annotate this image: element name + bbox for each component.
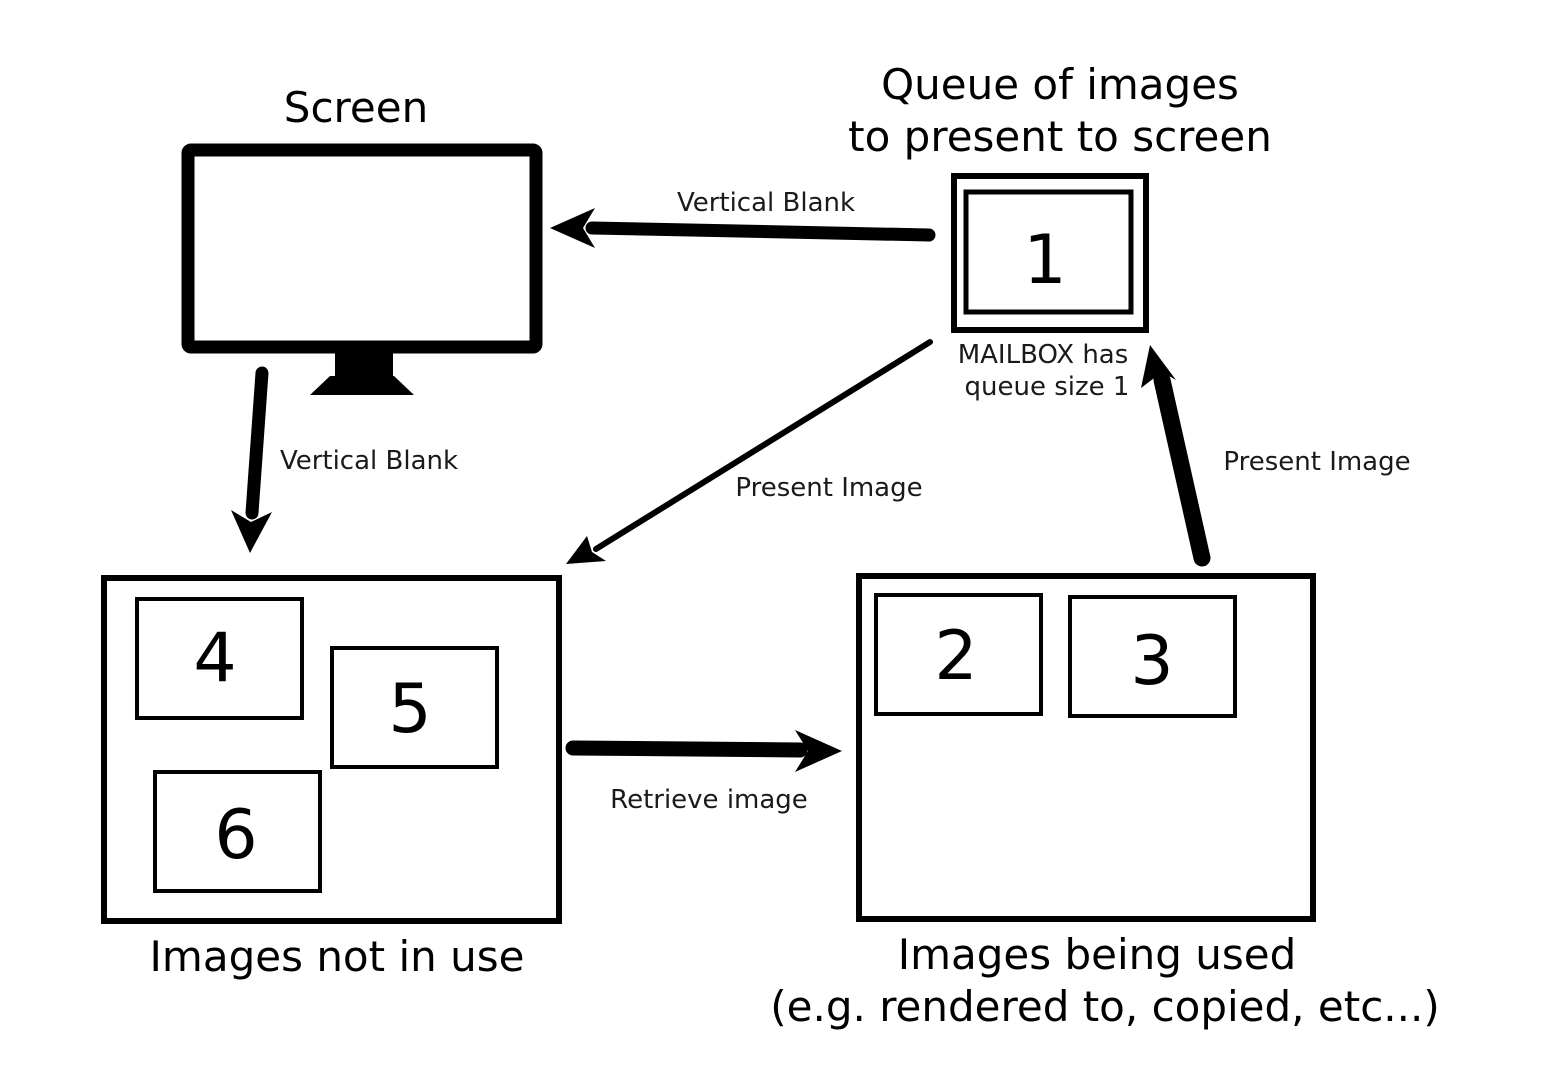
screen-title: Screen [284,83,428,132]
arrow-line [1153,371,1211,567]
edge-screen-to-not-in-use: Vertical Blank [231,366,458,553]
arrowhead-icon [231,510,272,553]
arrow-line [593,339,933,552]
in-use-label-line2: (e.g. rendered to, copied, etc...) [770,982,1439,1031]
arrow-line [245,366,269,520]
arrowhead-icon [1141,345,1176,388]
arrow-line [585,221,936,242]
queue-outer-frame [951,173,1149,333]
not-in-use-label: Images not in use [150,932,525,981]
image-card-2: 2 [874,593,1043,716]
edge-label-not-in-use-to-in-use: Retrieve image [610,785,808,815]
arrowhead-icon [566,536,606,564]
not-in-use-node: 4 5 6 Images not in use [101,575,562,981]
image-number-6: 6 [214,796,257,875]
not-in-use-frame [101,575,562,924]
edge-label-queue-to-not-in-use: Present Image [735,473,922,503]
image-number-2: 2 [934,617,977,696]
image-card-5: 5 [330,646,499,769]
monitor-icon [181,143,543,395]
edge-label-queue-to-screen: Vertical Blank [677,188,855,218]
image-card-4: 4 [135,597,304,720]
arrowhead-icon [550,208,595,248]
edge-not-in-use-to-in-use: Retrieve image [565,730,842,815]
image-card-3: 3 [1068,595,1237,718]
in-use-label-line1: Images being used [898,930,1297,979]
screen-node: Screen [181,83,543,395]
queue-note-line2: queue size 1 [965,372,1130,402]
in-use-node: 2 3 Images being used (e.g. rendered to,… [770,573,1440,1031]
edge-label-screen-to-not-in-use: Vertical Blank [280,446,458,476]
queue-image-frame [963,189,1134,315]
queue-title-line2: to present to screen [848,112,1272,161]
image-card-6: 6 [153,770,322,893]
queue-title-line1: Queue of images [881,60,1239,109]
image-number-3: 3 [1130,622,1173,701]
image-number-4: 4 [193,619,236,698]
image-number-5: 5 [388,670,431,749]
edge-queue-to-screen: Vertical Blank [550,188,936,248]
arrowhead-icon [795,730,842,772]
edge-label-in-use-to-queue: Present Image [1223,447,1410,477]
edge-in-use-to-queue: Present Image [1141,345,1411,567]
queue-image-number: 1 [1023,221,1066,300]
in-use-frame [856,573,1316,922]
queue-note-line1: MAILBOX has [958,340,1129,370]
queue-node: Queue of images to present to screen 1 M… [848,60,1272,402]
arrow-line [565,740,808,758]
edge-queue-to-not-in-use: Present Image [566,339,933,564]
